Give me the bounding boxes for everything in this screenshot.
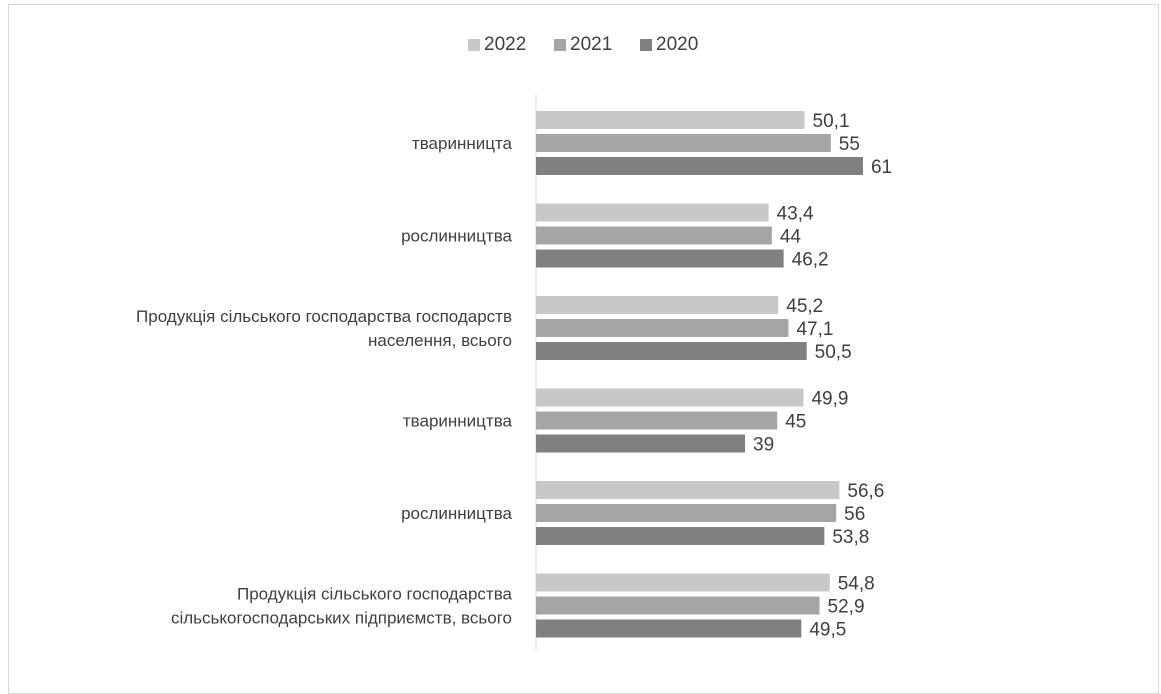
bar-2022-1: [536, 203, 769, 222]
data-label-2022-5: 54,8: [838, 574, 875, 595]
bar-2020-4: [536, 527, 825, 545]
data-label-2020-0: 61: [871, 157, 892, 178]
legend-label-2020: 2020: [656, 34, 698, 55]
data-label-2021-1: 44: [780, 227, 802, 248]
bar-2021-4: [536, 504, 837, 522]
category-label-1-0: рослинництва: [401, 227, 512, 246]
bar-2021-2: [536, 319, 789, 337]
bar-2022-3: [536, 388, 804, 407]
bar-2021-1: [536, 226, 772, 245]
bar-2020-0: [536, 157, 863, 175]
data-label-2021-5: 52,9: [828, 597, 865, 618]
bar-2022-2: [536, 296, 779, 314]
legend-swatch-2020: [640, 39, 652, 51]
data-label-2020-5: 49,5: [809, 620, 846, 641]
bar-2021-5: [536, 596, 820, 615]
bar-2020-3: [536, 434, 746, 453]
data-label-2020-1: 46,2: [792, 250, 829, 271]
data-label-2022-2: 45,2: [786, 296, 823, 317]
bar-2021-3: [536, 411, 778, 430]
data-label-2022-0: 50,1: [813, 111, 850, 132]
data-label-2021-4: 56: [844, 504, 865, 525]
data-label-2021-3: 45: [785, 412, 806, 433]
data-label-2020-3: 39: [753, 435, 774, 456]
data-label-2022-1: 43,4: [777, 204, 814, 225]
category-label-2-0: Продукція сільського господарства господ…: [136, 307, 512, 326]
bar-2022-0: [536, 111, 805, 129]
bar-2022-5: [536, 573, 830, 592]
data-label-2020-4: 53,8: [832, 527, 869, 548]
bar-2020-1: [536, 249, 784, 268]
bar-2022-4: [536, 481, 840, 499]
legend-label-2022: 2022: [484, 34, 526, 55]
data-label-2022-3: 49,9: [811, 389, 848, 410]
data-label-2022-4: 56,6: [847, 481, 884, 502]
bar-chart: 2022 2021 2020 50,155 61 тваринницта 43,44446,…: [136, 34, 892, 650]
legend-swatch-2022: [468, 39, 480, 51]
category-label-0-0: тваринницта: [412, 134, 513, 153]
bar-2021-0: [536, 134, 831, 152]
category-label-2-1: населення, всього: [368, 331, 512, 350]
bar-2020-5: [536, 619, 802, 638]
data-label-2021-2: 47,1: [796, 319, 833, 340]
data-label-2020-2: 50,5: [815, 342, 852, 363]
legend-label-2021: 2021: [570, 34, 612, 55]
category-label-5-0: Продукція сільського господарства: [237, 585, 513, 604]
legend-swatch-2021: [554, 39, 566, 51]
category-label-3-0: тваринництва: [403, 412, 513, 431]
bar-2020-2: [536, 342, 807, 360]
data-label-2021-0: 55: [839, 134, 860, 155]
category-label-5-1: сільськогосподарських підприємств, всьог…: [171, 609, 512, 628]
legend: 2022 2021 2020: [468, 34, 698, 55]
category-label-4-0: рослинництва: [401, 504, 512, 523]
